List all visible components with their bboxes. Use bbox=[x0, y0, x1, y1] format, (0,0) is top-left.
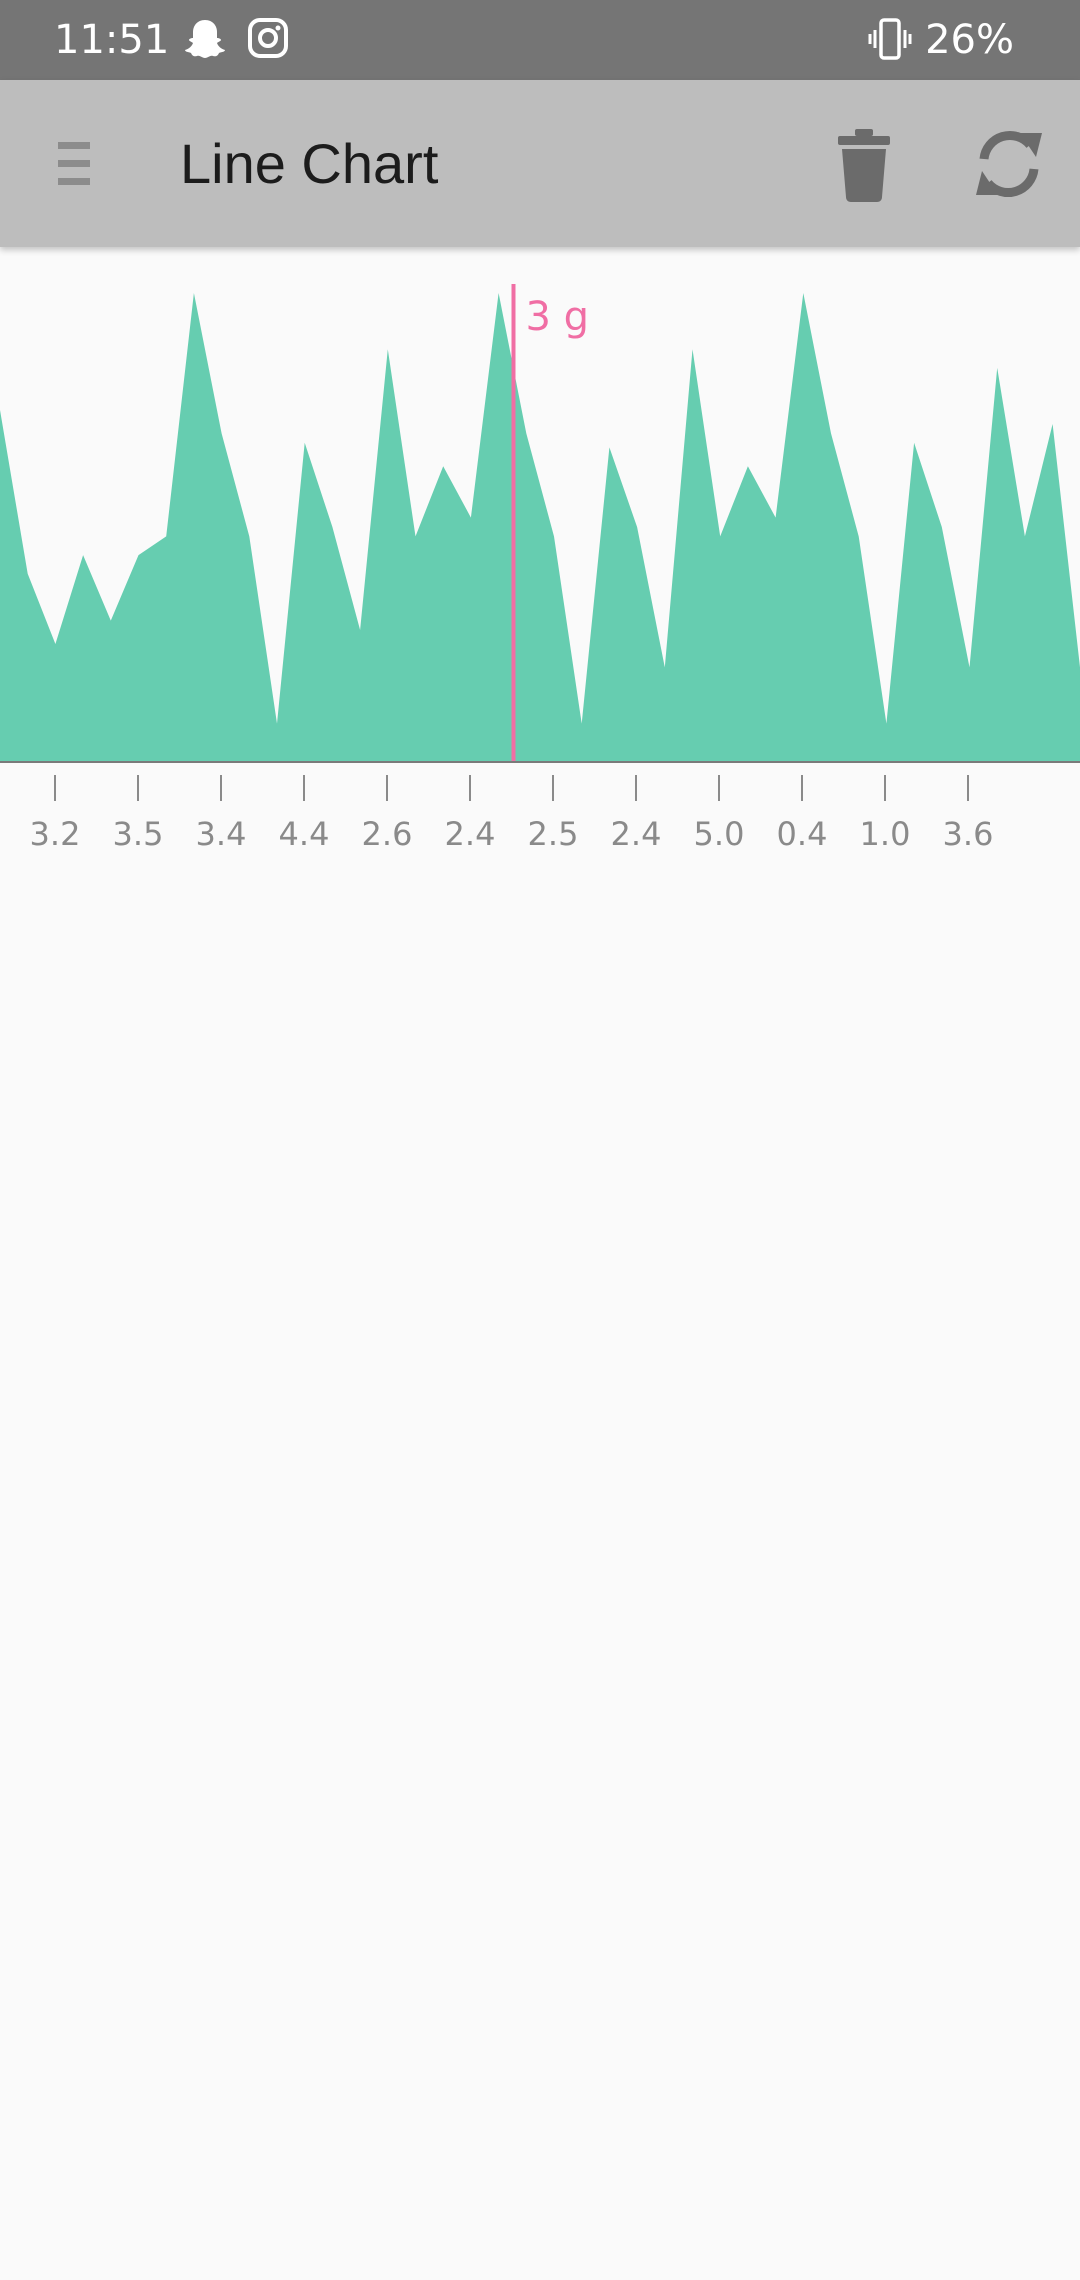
x-tick-label: 2.4 bbox=[611, 815, 662, 853]
chart-svg: 3.2 3.5 3.4 4.4 2.6 2.4 2.5 2.4 5.0 0.4 1.0 3.6 3 g bbox=[0, 284, 1080, 853]
trash-icon[interactable] bbox=[834, 125, 894, 203]
x-tick-label: 2.5 bbox=[528, 815, 579, 853]
refresh-icon[interactable] bbox=[970, 125, 1048, 203]
x-tick-label: 2.4 bbox=[445, 815, 496, 853]
app-title: Line Chart bbox=[180, 132, 439, 195]
x-tick-label: 4.4 bbox=[279, 815, 330, 853]
x-tick-label: 3.2 bbox=[30, 815, 81, 853]
app-bar: Line Chart bbox=[0, 80, 1080, 247]
x-tick-label: 1.0 bbox=[860, 815, 911, 853]
area-series bbox=[0, 293, 1080, 761]
line-chart[interactable]: 3.2 3.5 3.4 4.4 2.6 2.4 2.5 2.4 5.0 0.4 1.0 3.6 3 g bbox=[0, 247, 1080, 887]
instagram-icon bbox=[246, 16, 290, 64]
x-tick-label: 0.4 bbox=[777, 815, 828, 853]
x-tick-label: 3.6 bbox=[943, 815, 994, 853]
snapchat-icon bbox=[182, 16, 228, 66]
vibrate-icon bbox=[866, 16, 914, 66]
battery-percentage: 26% bbox=[925, 17, 1014, 63]
x-tick-label: 3.5 bbox=[113, 815, 164, 853]
x-tick-label: 2.6 bbox=[362, 815, 413, 853]
x-tick-label: 5.0 bbox=[694, 815, 745, 853]
marker-label: 3 g bbox=[526, 294, 590, 340]
menu-icon[interactable] bbox=[54, 140, 94, 188]
status-bar: 11:51 26% bbox=[0, 0, 1080, 80]
status-time: 11:51 bbox=[54, 17, 170, 63]
x-tick-label: 3.4 bbox=[196, 815, 247, 853]
